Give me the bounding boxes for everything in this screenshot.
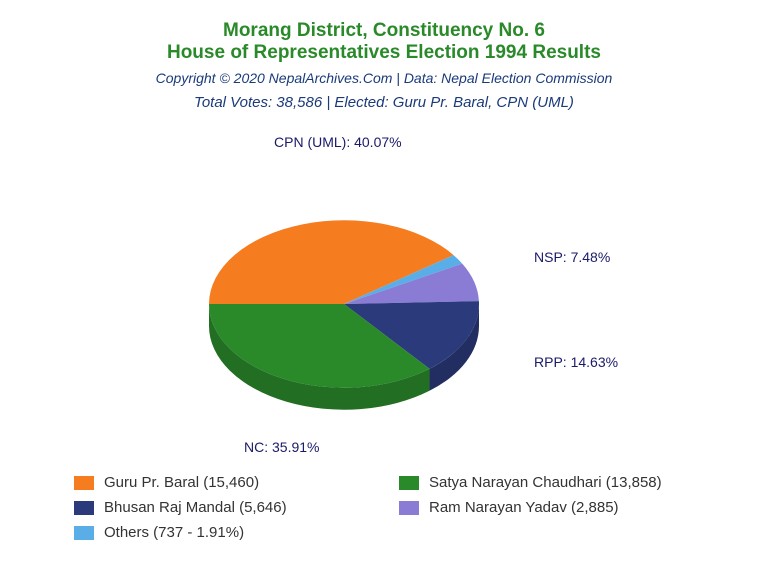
legend-swatch [74, 526, 94, 540]
slice-label: NSP: 7.48% [534, 249, 610, 265]
pie-chart [184, 159, 524, 479]
title-line-2: House of Representatives Election 1994 R… [156, 42, 613, 64]
legend-swatch [399, 501, 419, 515]
legend-item: Others (737 - 1.91%) [74, 524, 369, 541]
totals-text: Total Votes: 38,586 | Elected: Guru Pr. … [156, 94, 613, 111]
pie-chart-area: CPN (UML): 40.07% NSP: 7.48% RPP: 14.63% NC… [34, 129, 734, 469]
legend-item: Ram Narayan Yadav (2,885) [399, 499, 694, 516]
copyright-text: Copyright © 2020 NepalArchives.Com | Dat… [156, 70, 613, 86]
legend-label: Ram Narayan Yadav (2,885) [429, 499, 619, 516]
legend-swatch [74, 476, 94, 490]
legend-item: Bhusan Raj Mandal (5,646) [74, 499, 369, 516]
title-block: Morang District, Constituency No. 6 Hous… [156, 20, 613, 111]
legend-swatch [74, 501, 94, 515]
slice-label: CPN (UML): 40.07% [274, 134, 402, 150]
title-line-1: Morang District, Constituency No. 6 [156, 20, 613, 42]
legend-label: Bhusan Raj Mandal (5,646) [104, 499, 287, 516]
slice-label: NC: 35.91% [244, 439, 319, 455]
legend: Guru Pr. Baral (15,460)Satya Narayan Cha… [74, 474, 694, 541]
legend-label: Others (737 - 1.91%) [104, 524, 244, 541]
slice-label: RPP: 14.63% [534, 354, 618, 370]
